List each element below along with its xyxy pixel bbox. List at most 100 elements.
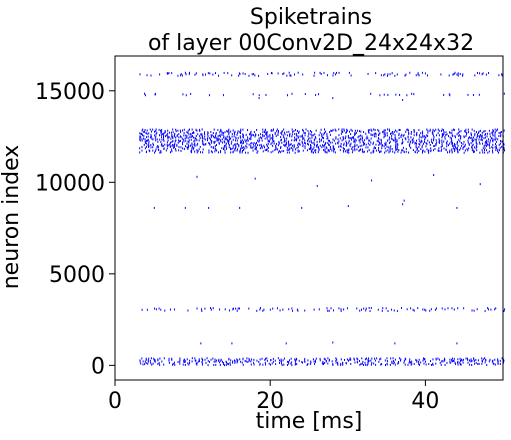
spike-marker [347, 205, 349, 208]
spike-marker [269, 308, 271, 311]
spike-marker [175, 128, 177, 131]
spike-marker [494, 138, 496, 141]
spike-marker [480, 138, 482, 141]
spike-marker [371, 179, 373, 182]
spike-marker [489, 132, 491, 135]
spike-marker [254, 144, 256, 147]
spike-marker [488, 72, 490, 75]
spike-marker [266, 137, 268, 140]
spike-marker [154, 137, 156, 140]
spike-marker [362, 151, 364, 154]
spike-marker [424, 150, 426, 153]
spike-marker [368, 359, 370, 362]
spike-marker [451, 151, 453, 154]
spike-marker [493, 138, 495, 141]
spike-marker [214, 358, 216, 361]
spike-marker [471, 149, 473, 152]
spike-marker [326, 134, 328, 137]
spike-marker [154, 134, 156, 137]
spike-marker [190, 150, 192, 153]
spike-marker [394, 136, 396, 139]
spike-marker [275, 142, 277, 145]
spike-marker [270, 143, 272, 146]
spike-marker [412, 308, 414, 311]
spike-marker [241, 144, 243, 147]
spike-marker [441, 139, 443, 142]
spike-marker [449, 131, 451, 134]
spike-marker [297, 150, 299, 153]
spike-marker [450, 141, 452, 144]
spike-marker [198, 139, 200, 142]
spike-marker [438, 140, 440, 143]
spike-marker [242, 140, 244, 143]
spike-marker [144, 363, 146, 366]
spike-marker [144, 140, 146, 143]
spike-marker [410, 363, 412, 366]
spike-marker [187, 140, 189, 143]
spike-marker [204, 131, 206, 134]
spike-marker [150, 135, 152, 138]
spike-marker [386, 357, 388, 360]
spike-marker [193, 143, 195, 146]
spike-marker [179, 129, 181, 132]
spike-marker [484, 144, 486, 147]
spike-marker [262, 135, 264, 138]
spike-marker [170, 131, 172, 134]
spike-marker [187, 144, 189, 147]
spike-marker [336, 71, 338, 74]
spike-marker [239, 150, 241, 153]
spike-marker [411, 362, 413, 365]
spike-marker [367, 358, 369, 361]
spike-marker [195, 72, 197, 75]
spike-marker [286, 131, 288, 134]
spike-marker [324, 150, 326, 153]
spike-marker [259, 147, 261, 150]
spike-marker [288, 359, 290, 362]
spike-marker [169, 143, 171, 146]
spike-marker [155, 135, 157, 138]
spike-marker [379, 141, 381, 144]
spike-marker [166, 134, 168, 137]
spike-marker [396, 130, 398, 133]
spike-marker [139, 360, 141, 363]
spike-marker [450, 137, 452, 140]
spike-marker [302, 149, 304, 152]
spike-marker [443, 130, 445, 133]
spike-marker [182, 93, 184, 96]
spike-marker [501, 145, 503, 148]
spike-marker [499, 359, 501, 362]
spike-marker [186, 135, 188, 138]
spike-marker [415, 358, 417, 361]
spike-marker [392, 132, 394, 135]
spike-marker [194, 137, 196, 140]
spike-marker [260, 306, 262, 309]
spike-marker [143, 130, 145, 133]
spike-marker [225, 360, 227, 363]
spike-marker [225, 363, 227, 366]
spike-marker [172, 362, 174, 365]
spike-marker [503, 92, 505, 95]
spike-marker [283, 128, 285, 131]
spike-marker [274, 359, 276, 362]
spike-marker [287, 94, 289, 97]
spike-marker [249, 133, 251, 136]
spike-marker [190, 138, 192, 141]
spike-marker [495, 148, 497, 151]
spike-marker [314, 359, 316, 362]
spike-marker [383, 130, 385, 133]
spike-marker [200, 342, 202, 345]
spike-marker [225, 144, 227, 147]
spike-marker [172, 128, 174, 131]
spike-marker [356, 129, 358, 132]
spike-marker [269, 140, 271, 143]
spike-marker [471, 136, 473, 139]
spike-marker [263, 308, 265, 311]
spike-marker [152, 146, 154, 149]
spike-marker [443, 133, 445, 136]
spike-marker [223, 146, 225, 149]
spike-marker [145, 142, 147, 145]
spike-marker [274, 148, 276, 151]
spike-marker [427, 131, 429, 134]
spike-marker [503, 146, 505, 149]
spike-marker [313, 74, 315, 77]
